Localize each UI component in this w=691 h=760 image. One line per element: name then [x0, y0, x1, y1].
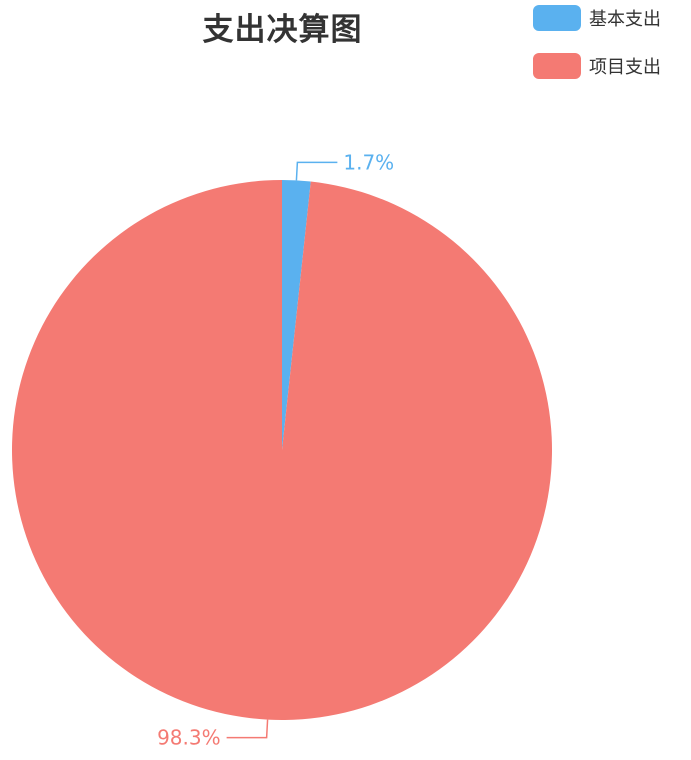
leader-lines — [226, 161, 338, 739]
legend-item-basic[interactable]: 基本支出 — [533, 4, 661, 32]
legend: 基本支出 项目支出 — [533, 4, 661, 100]
slice-label-project: 98.3% — [157, 726, 221, 750]
legend-label-basic: 基本支出 — [589, 9, 661, 30]
leader-line-basic — [295, 161, 338, 181]
legend-label-project: 项目支出 — [589, 57, 661, 78]
pie-slice-basic[interactable] — [282, 180, 311, 450]
chart-title: 支出决算图 — [202, 12, 363, 48]
legend-swatch-project — [533, 53, 581, 79]
leader-line-project — [226, 719, 269, 739]
pie-slices — [11, 180, 552, 720]
slice-labels: 1.7% 98.3% — [157, 150, 394, 749]
pie-slice-project[interactable] — [11, 180, 552, 720]
legend-swatch-basic — [533, 5, 581, 31]
legend-item-project[interactable]: 项目支出 — [533, 52, 661, 80]
slice-label-basic: 1.7% — [343, 150, 394, 174]
